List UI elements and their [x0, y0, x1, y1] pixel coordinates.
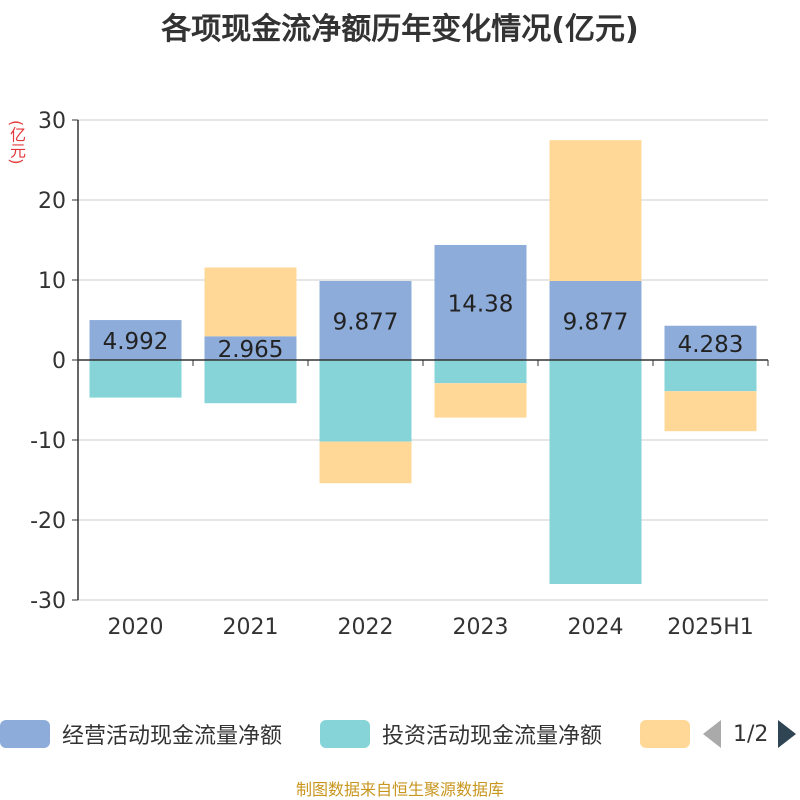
y-tick-label-6: -30 — [30, 589, 66, 614]
legend-pager: 1/2 — [700, 716, 800, 752]
legend: 经营活动现金流量净额 投资活动现金流量净额 1/2 — [0, 716, 800, 752]
pager-prev-icon[interactable] — [703, 720, 721, 748]
bar-series0-2023 — [434, 244, 527, 360]
y-tick-label-3: 0 — [52, 349, 66, 374]
bar-series0-2020 — [89, 320, 182, 360]
bar-series2-2025H1 — [664, 391, 757, 432]
cash-flow-bar-chart: 30 20 10 0 -10 -20 -30 4.992 2.965 9.877 14.38 9.87… — [30, 109, 769, 640]
x-tick-label-2025H1: 2025H1 — [667, 615, 754, 640]
x-tick-label-2022: 2022 — [338, 615, 394, 640]
chart-title: 各项现金流净额历年变化情况(亿元) — [161, 12, 639, 47]
bar-series1-2022 — [319, 360, 412, 442]
x-tick-label-2021: 2021 — [223, 615, 279, 640]
data-label-2025H1: 4.283 — [678, 332, 744, 358]
bar-series2-2024 — [549, 140, 642, 281]
y-tick-label-2: 10 — [38, 269, 66, 294]
bar-series1-2025H1 — [664, 360, 757, 392]
y-tick-label-4: -10 — [30, 429, 66, 454]
data-label-2020: 4.992 — [103, 329, 169, 355]
bar-series2-2021 — [204, 267, 297, 337]
bar-series2-2023 — [434, 383, 527, 418]
bar-series1-2023 — [434, 360, 527, 384]
y-axis-unit-label: (亿元) — [7, 120, 26, 165]
bar-series0-2024 — [549, 280, 642, 360]
legend-item-investing[interactable]: 投资活动现金流量净额 — [320, 716, 602, 752]
y-tick-label-1: 20 — [38, 189, 66, 214]
bar-series1-2020 — [89, 360, 182, 398]
pager-page-indicator: 1/2 — [733, 721, 769, 747]
data-label-2024: 9.877 — [563, 309, 629, 335]
legend-item-third[interactable] — [640, 716, 690, 752]
bar-series1-2024 — [549, 360, 642, 584]
data-label-2021: 2.965 — [218, 337, 284, 363]
y-tick-label-5: -20 — [30, 509, 66, 534]
source-note: 制图数据来自恒生聚源数据库 — [295, 780, 504, 799]
data-label-2022: 9.877 — [333, 309, 399, 335]
bar-series0-2022 — [319, 280, 412, 360]
bar-series2-2022 — [319, 441, 412, 484]
legend-swatch-investing — [320, 720, 370, 748]
bar-series0-2025H1 — [664, 325, 757, 360]
bar-series0-2021 — [204, 336, 297, 360]
x-tick-label-2020: 2020 — [108, 615, 164, 640]
legend-label-investing: 投资活动现金流量净额 — [382, 724, 603, 749]
y-tick-label-0: 30 — [38, 109, 66, 134]
legend-swatch-operating — [0, 720, 50, 748]
data-label-2023: 14.38 — [448, 291, 514, 317]
bar-series1-2021 — [204, 360, 297, 404]
legend-swatch-third — [640, 720, 690, 748]
legend-item-operating[interactable]: 经营活动现金流量净额 — [0, 716, 282, 752]
pager-next-icon[interactable] — [778, 720, 797, 748]
x-tick-label-2023: 2023 — [453, 615, 509, 640]
legend-label-operating: 经营活动现金流量净额 — [62, 724, 283, 749]
x-tick-label-2024: 2024 — [568, 615, 624, 640]
